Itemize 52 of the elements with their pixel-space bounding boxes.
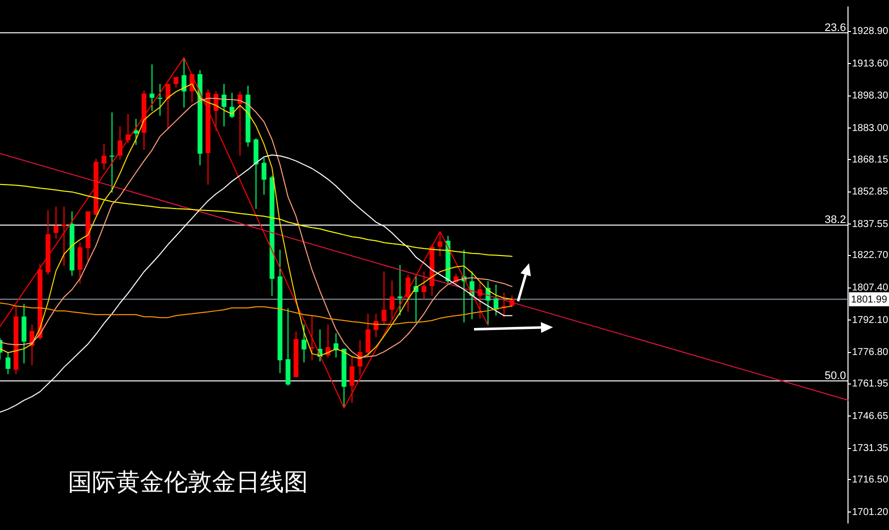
ref-line-label: 1801.99 [851,294,888,306]
y-tick-label: 1928.90 [852,26,889,38]
y-tick-label: 1807.40 [852,282,889,294]
candlestick [214,90,218,132]
annotation: 38.2 [824,214,846,226]
candlestick [118,126,122,160]
candlestick [374,313,378,338]
annotation: 23.6 [824,22,846,34]
candlestick [438,231,442,257]
y-tick-label: 1716.50 [852,474,889,486]
y-tick-label: 1852.85 [852,186,889,198]
y-tick-label: 1746.65 [852,410,889,422]
y-tick-label: 1898.30 [852,90,889,102]
text: 国际黄金伦敦金日线图 [68,468,308,496]
candlestick [78,242,82,284]
annotation: 50.0 [824,370,846,382]
candlestick [230,92,234,119]
y-tick-label: 1822.70 [852,250,889,262]
y-tick-label: 1761.95 [852,378,889,390]
y-tick-label: 1792.10 [852,314,889,326]
candlestick [158,84,162,116]
candlestick [166,82,170,130]
candlestick [406,274,410,312]
y-tick-label: 1731.35 [852,443,889,454]
candlestick [62,206,66,267]
candlestick [350,356,354,404]
candlestick [174,76,178,88]
candlestick [494,284,498,316]
y-tick-label: 1883.00 [852,122,889,134]
candlestick [302,324,306,363]
candlestick [326,324,330,358]
candlestick [358,340,362,376]
candlestick [102,144,106,170]
candlestick [110,112,114,194]
y-tick-label: 1837.55 [852,218,889,230]
candlestick [222,83,226,127]
candlestick [238,90,242,156]
y-tick-label: 1913.60 [852,58,889,70]
candlestick [262,157,266,196]
candlestick [182,57,186,108]
candlestick [366,313,370,358]
y-tick-label: 1776.80 [852,347,889,358]
candlestick [398,264,402,316]
candlestick [310,314,314,361]
candlestick [382,271,386,326]
candlestick [6,352,10,375]
candlestick [54,206,58,240]
y-tick-label: 1868.15 [852,154,889,166]
candlestick [422,271,426,300]
candlestick [390,280,394,321]
candlestick [150,64,154,112]
y-tick-label: 1701.20 [852,506,889,518]
